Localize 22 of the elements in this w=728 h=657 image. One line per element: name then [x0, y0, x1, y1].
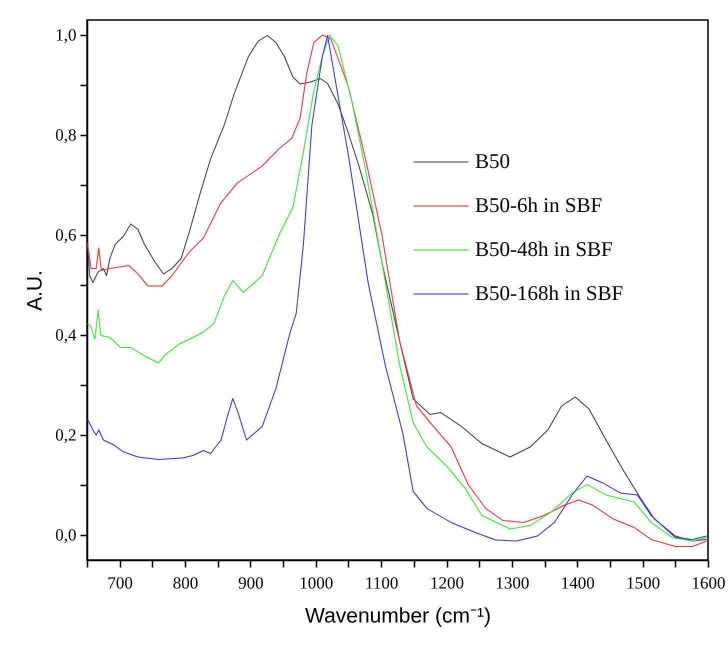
y-tick-label: 0,6	[55, 226, 76, 244]
x-tick-label: 800	[172, 574, 198, 592]
x-tick-label: 1500	[626, 574, 660, 592]
legend-label: B50-6h in SBF	[475, 193, 602, 217]
x-tick-label: 1600	[692, 574, 726, 592]
y-tick-label: 0,4	[55, 326, 77, 344]
legend-label: B50	[475, 149, 510, 173]
y-tick-label: 0,0	[55, 526, 76, 544]
y-tick-label: 1,0	[55, 26, 76, 44]
x-axis-title: Wavenumber (cm⁻¹)	[305, 604, 491, 628]
x-tick-label: 1300	[495, 574, 530, 592]
legend-label: B50-168h in SBF	[475, 281, 624, 305]
x-tick-label: 1100	[364, 574, 398, 592]
x-tick-label: 900	[238, 574, 264, 592]
x-tick-label: 1000	[299, 574, 334, 592]
x-tick-label: 1200	[430, 574, 464, 592]
y-tick-label: 0,8	[55, 126, 76, 144]
y-tick-label: 0,2	[55, 426, 76, 444]
legend-label: B50-48h in SBF	[475, 237, 613, 261]
x-tick-label: 700	[107, 574, 133, 592]
y-axis-title: A.U.	[23, 270, 46, 311]
x-tick-label: 1400	[560, 574, 595, 592]
